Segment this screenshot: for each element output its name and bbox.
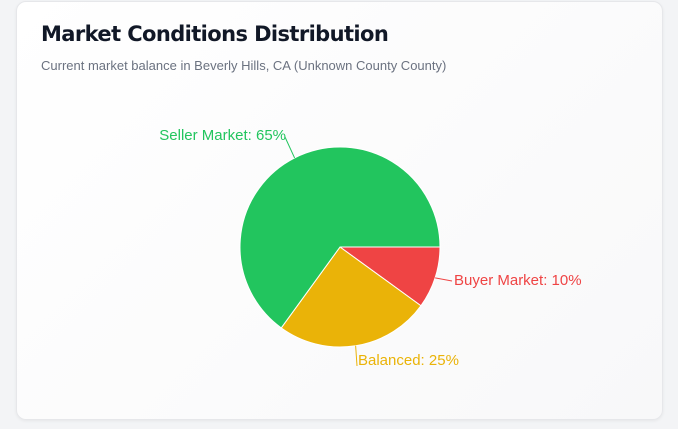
- slice-label-balanced: Balanced: 25%: [358, 352, 459, 369]
- leader-line-balanced: [355, 345, 358, 367]
- chart-title: Market Conditions Distribution: [41, 22, 389, 46]
- pie-slice-balanced[interactable]: [280, 246, 422, 348]
- slice-label-seller-market: Seller Market: 65%: [159, 127, 286, 144]
- chart-subtitle: Current market balance in Beverly Hills,…: [41, 58, 447, 73]
- leader-line-buyer-market: [435, 277, 453, 282]
- leader-line-seller-market: [284, 136, 296, 159]
- slice-label-buyer-market: Buyer Market: 10%: [454, 272, 582, 289]
